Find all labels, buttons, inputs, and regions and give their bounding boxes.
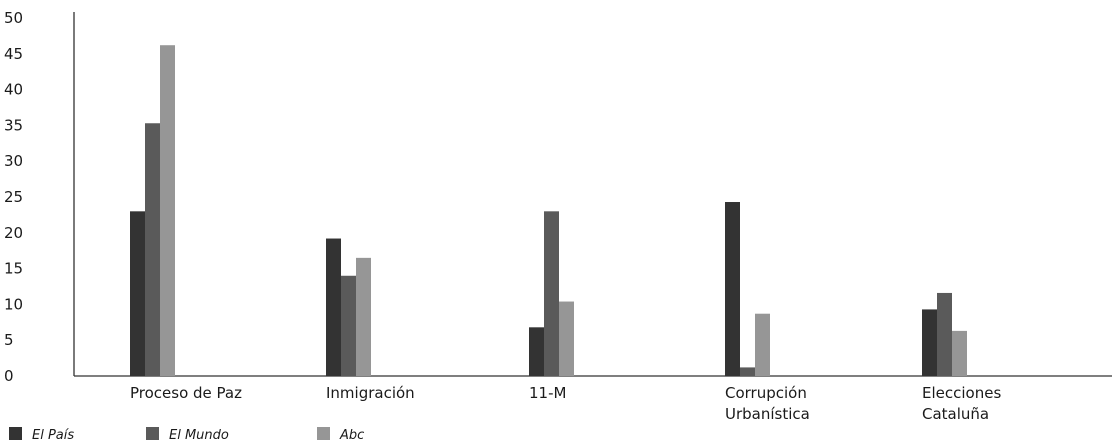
legend-swatch — [146, 427, 159, 440]
y-tick-label: 50 — [4, 9, 23, 27]
bar — [922, 309, 937, 376]
y-tick-label: 10 — [4, 295, 23, 313]
y-tick-label: 25 — [4, 188, 23, 206]
bar — [529, 327, 544, 376]
x-axis-labels: Proceso de Paz Inmigración 11-M Corrupción U… — [130, 384, 1001, 423]
legend-swatch — [9, 427, 22, 440]
legend-label: El País — [32, 428, 74, 442]
chart-axes — [73, 12, 1112, 377]
bar — [725, 202, 740, 376]
bar — [755, 313, 770, 376]
legend-label: Abc — [339, 428, 364, 442]
bar — [326, 238, 341, 376]
legend-item: El Mundo — [146, 427, 229, 442]
bar — [544, 211, 559, 376]
bar — [356, 257, 371, 376]
bar — [160, 45, 175, 376]
x-tick-label: Inmigración — [326, 384, 415, 402]
y-tick-label: 20 — [4, 224, 23, 242]
bar — [341, 275, 356, 376]
bar — [130, 211, 145, 376]
x-tick-label: Corrupción Urbanística — [725, 384, 810, 423]
bar — [937, 292, 952, 376]
y-tick-label: 45 — [4, 45, 23, 63]
x-tick-label: 11-M — [529, 384, 566, 402]
y-tick-label: 40 — [4, 81, 23, 99]
y-tick-label: 0 — [4, 367, 14, 385]
x-tick-label: Elecciones Cataluña — [922, 384, 1001, 423]
x-tick-label: Proceso de Paz — [130, 384, 242, 402]
bar — [145, 123, 160, 376]
legend: El País El Mundo Abc — [9, 427, 364, 442]
y-axis-ticks: 0 5 10 15 20 25 30 35 40 45 50 — [4, 9, 23, 385]
bar — [952, 330, 967, 376]
y-tick-label: 30 — [4, 152, 23, 170]
legend-label: El Mundo — [169, 428, 229, 442]
bar-series — [130, 45, 967, 376]
legend-swatch — [317, 427, 330, 440]
bar — [559, 301, 574, 376]
legend-item: Abc — [317, 427, 364, 442]
bar — [740, 367, 755, 376]
y-tick-label: 35 — [4, 116, 23, 134]
y-tick-label: 5 — [4, 331, 14, 349]
legend-item: El País — [9, 427, 74, 442]
y-tick-label: 15 — [4, 260, 23, 278]
